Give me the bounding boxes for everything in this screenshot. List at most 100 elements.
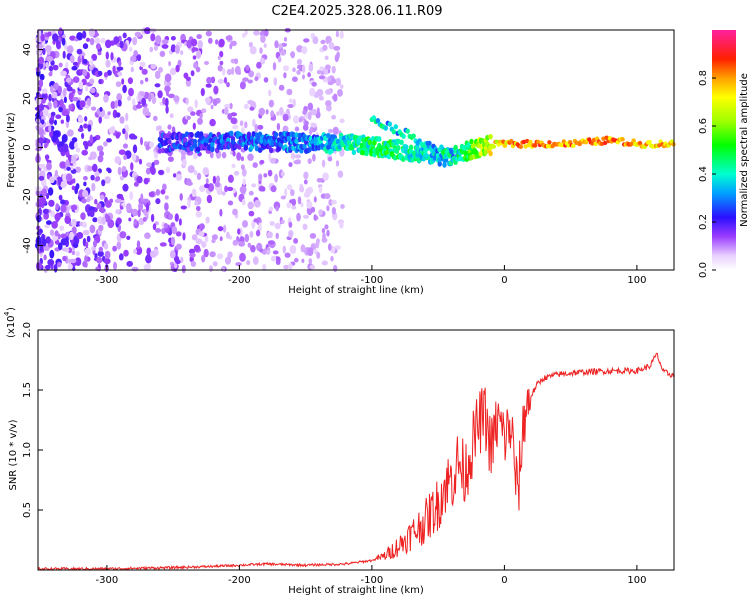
noise-blob	[259, 47, 263, 54]
noise-blob	[250, 245, 256, 253]
noise-blob	[180, 149, 187, 156]
noise-blob	[49, 229, 55, 236]
noise-blob	[316, 178, 323, 183]
noise-blob	[160, 189, 166, 195]
noise-blob	[89, 64, 94, 71]
ridge-blob	[463, 145, 468, 151]
noise-blob	[36, 236, 42, 245]
noise-blob	[259, 248, 264, 253]
noise-blob	[192, 55, 197, 60]
noise-blob	[86, 97, 91, 106]
noise-blob	[158, 66, 163, 73]
noise-blob	[173, 173, 177, 178]
noise-blob	[286, 184, 293, 191]
noise-blob	[339, 221, 344, 229]
ridge-blob	[469, 138, 474, 145]
noise-blob	[276, 111, 280, 116]
noise-blob	[212, 261, 218, 267]
noise-blob	[283, 65, 289, 72]
noise-blob	[205, 83, 212, 88]
noise-blob	[232, 124, 239, 130]
noise-blob	[112, 65, 116, 75]
noise-blob	[309, 127, 313, 136]
noise-blob	[310, 206, 316, 213]
noise-blob	[145, 254, 152, 264]
noise-blob	[103, 72, 109, 78]
noise-blob	[47, 259, 55, 266]
ridge-branch-blob	[387, 121, 392, 127]
ridge-branch-blob	[411, 133, 416, 139]
noise-blob	[252, 256, 259, 265]
noise-blob	[300, 244, 306, 253]
noise-blob	[58, 242, 63, 251]
noise-blob	[104, 213, 109, 220]
noise-blob	[196, 34, 202, 40]
noise-blob	[274, 222, 281, 230]
noise-blob	[124, 131, 129, 141]
noise-blob	[81, 132, 85, 139]
noise-blob	[130, 55, 137, 62]
noise-blob	[318, 209, 323, 216]
noise-blob	[326, 205, 330, 212]
ridge-blob	[488, 133, 493, 140]
noise-blob	[210, 104, 214, 110]
noise-blob	[118, 60, 122, 67]
ridge-blob	[346, 139, 352, 146]
noise-blob	[43, 245, 50, 251]
noise-blob	[293, 238, 299, 244]
noise-blob	[253, 218, 259, 223]
ridge-blob	[167, 138, 172, 145]
noise-blob	[49, 176, 55, 184]
noise-blob	[298, 118, 303, 123]
noise-blob	[296, 70, 301, 75]
noise-blob	[284, 252, 291, 258]
noise-blob	[46, 162, 52, 171]
noise-blob	[213, 85, 219, 95]
noise-blob	[269, 221, 275, 226]
noise-blob	[216, 175, 220, 183]
noise-blob	[157, 90, 163, 99]
ridge-blob	[160, 147, 166, 154]
noise-blob	[130, 162, 134, 171]
noise-blob	[309, 233, 317, 239]
noise-blob	[98, 79, 102, 85]
noise-blob	[116, 241, 122, 250]
noise-blob	[257, 124, 264, 130]
noise-blob	[280, 49, 286, 56]
noise-blob	[335, 30, 339, 38]
ridge-blob	[396, 145, 401, 151]
noise-blob	[114, 198, 122, 204]
noise-blob	[292, 76, 298, 82]
noise-blob	[318, 96, 324, 101]
noise-blob	[62, 255, 67, 262]
noise-blob	[38, 56, 45, 65]
noise-blob	[337, 170, 344, 178]
noise-blob	[82, 69, 88, 77]
noise-blob	[169, 250, 176, 259]
noise-blob	[195, 211, 203, 218]
noise-blob	[95, 175, 101, 182]
noise-blob	[113, 36, 120, 45]
noise-blob	[290, 152, 296, 160]
noise-blob	[283, 37, 288, 42]
noise-blob	[146, 247, 152, 256]
noise-blob	[252, 162, 258, 168]
noise-blob	[77, 55, 82, 65]
noise-blob	[134, 31, 142, 37]
noise-blob	[266, 231, 273, 239]
noise-blob	[91, 182, 96, 192]
snr-panel: -300 -200 -100 0 100 0.5 1.0 1.5 2.0 Height of …	[3, 307, 675, 596]
noise-blob	[237, 228, 241, 235]
noise-blob	[41, 88, 48, 94]
noise-blob	[96, 256, 103, 264]
noise-blob	[277, 56, 282, 63]
ridge-blob	[189, 145, 194, 152]
noise-blob	[189, 252, 196, 258]
noise-blob	[299, 185, 305, 193]
noise-blob	[49, 249, 55, 259]
noise-blob	[143, 264, 149, 271]
noise-blob	[47, 187, 54, 196]
noise-blob	[267, 169, 273, 177]
noise-blob	[60, 70, 67, 77]
